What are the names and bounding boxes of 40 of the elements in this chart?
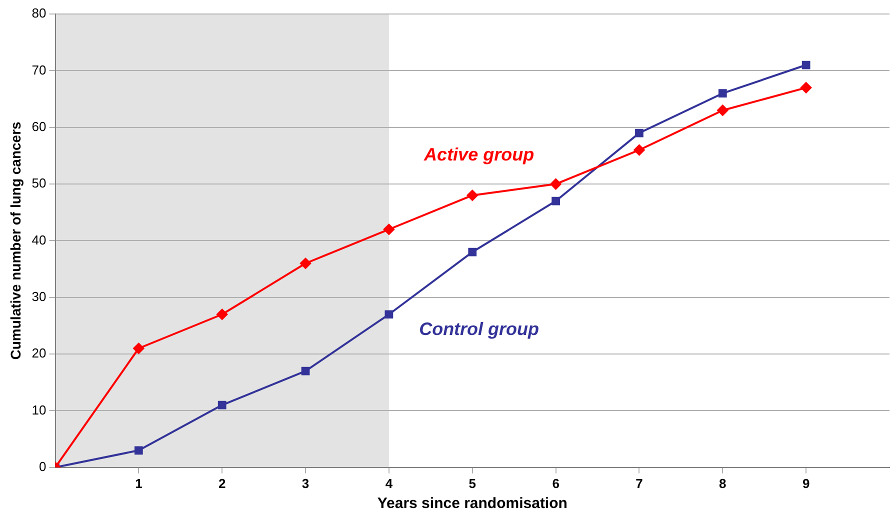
- y-tick-label: 30: [32, 288, 46, 304]
- series-label: Control group: [419, 319, 540, 340]
- x-axis-title: Years since randomisation: [377, 495, 568, 512]
- y-tick-label: 50: [32, 176, 46, 191]
- point: [718, 89, 727, 98]
- point: [216, 308, 228, 320]
- series-label: Active group: [423, 144, 534, 164]
- x-tick-label: 2: [218, 476, 226, 491]
- y-tick-label: 40: [32, 232, 46, 248]
- y-tick-label: 80: [32, 6, 46, 21]
- x-tick-label: 6: [552, 476, 560, 491]
- point: [134, 446, 143, 455]
- y-tick-label: 0: [39, 458, 46, 474]
- point: [300, 258, 312, 269]
- point: [301, 366, 310, 376]
- x-tick-label: 5: [468, 476, 476, 491]
- y-tick-label: 70: [32, 62, 46, 78]
- x-tick-label: 3: [302, 476, 310, 491]
- x-tick-label: 4: [385, 476, 394, 491]
- point: [552, 196, 560, 206]
- point: [634, 144, 645, 156]
- point: [802, 60, 810, 70]
- point: [384, 310, 394, 319]
- point: [133, 342, 144, 354]
- x-tick-label: 9: [802, 476, 810, 491]
- point: [635, 128, 644, 138]
- y-tick-label: 60: [32, 118, 46, 134]
- point: [383, 224, 394, 235]
- y-tick-label: 10: [32, 402, 46, 418]
- point: [466, 190, 478, 201]
- x-tick-label: 1: [135, 476, 142, 491]
- point: [800, 82, 812, 94]
- x-tick-label: 8: [719, 476, 726, 491]
- point: [717, 104, 728, 116]
- y-axis-title: Cumulative number of lung cancers: [7, 121, 24, 360]
- point: [550, 178, 562, 190]
- point: [468, 248, 477, 256]
- y-tick-label: 20: [32, 346, 46, 361]
- point: [218, 400, 226, 410]
- x-tick-label: 7: [636, 476, 643, 491]
